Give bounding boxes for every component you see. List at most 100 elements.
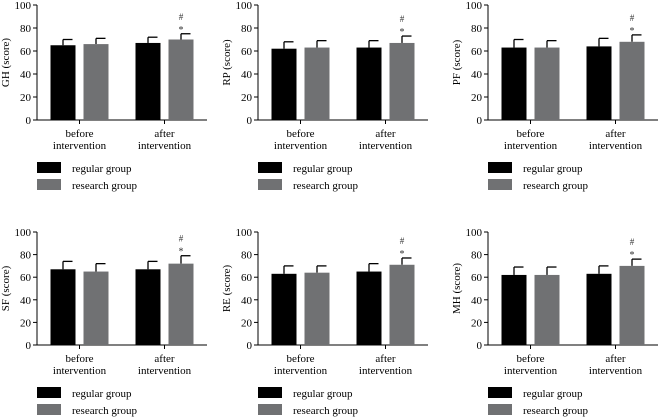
y-tick-label: 60 bbox=[20, 272, 32, 284]
y-tick-label: 40 bbox=[20, 295, 32, 307]
significance-mark: # bbox=[630, 237, 635, 247]
x-tick-label: before bbox=[516, 128, 544, 140]
bar-research bbox=[168, 263, 194, 345]
y-tick-label: 20 bbox=[241, 92, 253, 104]
bar-research bbox=[534, 47, 560, 120]
x-tick-label: intervention bbox=[53, 140, 107, 152]
legend-swatch bbox=[488, 404, 512, 415]
x-tick-label: before bbox=[286, 353, 314, 365]
y-tick-label: 60 bbox=[241, 272, 253, 284]
legend-label: regular group bbox=[293, 163, 353, 175]
significance-mark: * bbox=[400, 27, 405, 38]
x-tick-label: intervention bbox=[274, 365, 328, 377]
significance-mark: * bbox=[400, 249, 405, 260]
x-tick-label: intervention bbox=[138, 365, 192, 377]
bar-regular bbox=[586, 273, 612, 345]
y-axis-label: RE (score) bbox=[221, 264, 233, 312]
significance-mark: * bbox=[630, 26, 635, 37]
y-tick-label: 40 bbox=[471, 69, 483, 81]
y-tick-label: 60 bbox=[471, 46, 483, 58]
y-tick-label: 80 bbox=[471, 23, 483, 35]
legend-swatch bbox=[37, 404, 61, 415]
x-tick-label: intervention bbox=[274, 140, 328, 152]
y-tick-label: 80 bbox=[20, 23, 32, 35]
x-tick-label: intervention bbox=[589, 365, 643, 377]
significance-mark: # bbox=[179, 234, 184, 244]
bar-research bbox=[619, 265, 645, 345]
y-tick-label: 40 bbox=[241, 69, 253, 81]
y-axis-label: GH (score) bbox=[0, 38, 12, 88]
legend-label: research group bbox=[72, 405, 138, 417]
legend-swatch bbox=[488, 179, 512, 190]
legend-label: research group bbox=[72, 180, 138, 192]
bar-regular bbox=[271, 48, 297, 121]
y-tick-label: 0 bbox=[26, 340, 32, 352]
legend-label: regular group bbox=[523, 388, 583, 400]
significance-mark: # bbox=[400, 236, 405, 246]
y-tick-label: 0 bbox=[247, 115, 253, 127]
y-tick-label: 80 bbox=[241, 23, 253, 35]
x-tick-label: intervention bbox=[589, 140, 643, 152]
legend-label: regular group bbox=[293, 388, 353, 400]
legend-swatch bbox=[258, 404, 282, 415]
bar-research bbox=[304, 272, 330, 345]
legend-label: research group bbox=[293, 180, 359, 192]
legend-swatch bbox=[37, 387, 61, 398]
bar-regular bbox=[501, 274, 527, 345]
x-tick-label: intervention bbox=[138, 140, 192, 152]
legend-label: regular group bbox=[72, 388, 132, 400]
y-tick-label: 100 bbox=[466, 227, 483, 239]
x-tick-label: after bbox=[375, 128, 395, 140]
y-tick-label: 0 bbox=[477, 115, 483, 127]
x-tick-label: after bbox=[605, 353, 625, 365]
bar-research bbox=[389, 264, 415, 345]
significance-mark: * bbox=[179, 247, 184, 258]
y-tick-label: 100 bbox=[236, 0, 253, 12]
legend-label: regular group bbox=[523, 163, 583, 175]
x-tick-label: intervention bbox=[359, 140, 413, 152]
legend-swatch bbox=[488, 387, 512, 398]
bar-research bbox=[389, 42, 415, 121]
bar-research bbox=[83, 271, 109, 345]
bar-regular bbox=[271, 273, 297, 345]
y-tick-label: 40 bbox=[241, 295, 253, 307]
bar-regular bbox=[586, 46, 612, 120]
x-tick-label: before bbox=[286, 128, 314, 140]
bar-regular bbox=[135, 42, 161, 121]
x-tick-label: intervention bbox=[53, 365, 107, 377]
bar-research bbox=[83, 44, 109, 120]
y-tick-label: 60 bbox=[241, 46, 253, 58]
y-tick-label: 100 bbox=[466, 0, 483, 12]
x-tick-label: intervention bbox=[504, 140, 558, 152]
x-tick-label: after bbox=[605, 128, 625, 140]
legend-swatch bbox=[37, 179, 61, 190]
y-axis-label: RP (score) bbox=[221, 39, 233, 86]
bar-regular bbox=[356, 47, 382, 120]
bar-regular bbox=[356, 271, 382, 345]
legend-label: research group bbox=[523, 180, 589, 192]
x-tick-label: after bbox=[154, 353, 174, 365]
y-tick-label: 60 bbox=[20, 46, 32, 58]
y-tick-label: 0 bbox=[247, 340, 253, 352]
bar-research bbox=[168, 39, 194, 120]
y-tick-label: 100 bbox=[15, 0, 32, 12]
legend-swatch bbox=[258, 162, 282, 173]
y-tick-label: 40 bbox=[471, 295, 483, 307]
legend-label: regular group bbox=[72, 163, 132, 175]
y-axis-label: SF (score) bbox=[0, 265, 12, 311]
y-tick-label: 20 bbox=[471, 92, 483, 104]
x-tick-label: before bbox=[65, 128, 93, 140]
bar-research bbox=[304, 47, 330, 120]
x-tick-label: intervention bbox=[359, 365, 413, 377]
y-tick-label: 60 bbox=[471, 272, 483, 284]
y-tick-label: 40 bbox=[20, 69, 32, 81]
significance-mark: * bbox=[630, 250, 635, 261]
y-tick-label: 80 bbox=[471, 250, 483, 262]
significance-mark: # bbox=[400, 14, 405, 24]
